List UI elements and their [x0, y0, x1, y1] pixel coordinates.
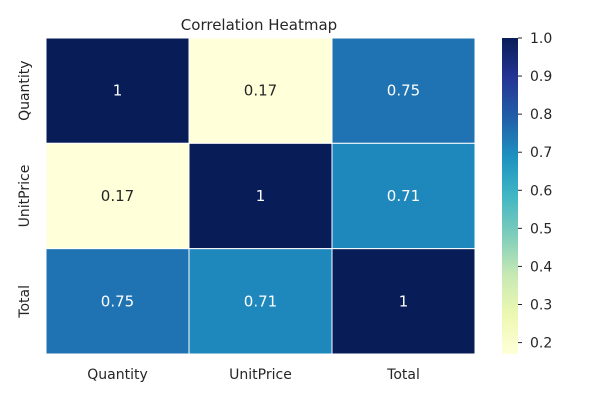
- y-axis-tick-labels: Quantity UnitPrice Total: [17, 60, 33, 318]
- colorbar: [502, 38, 518, 354]
- y-tick-label: Total: [17, 285, 33, 319]
- heatmap-cell-label-2-0: 0.75: [101, 292, 134, 310]
- heatmap-cell-1-0: [45, 142, 190, 250]
- heatmap-cell-label-2-1: 0.71: [244, 292, 277, 310]
- heatmap-cell-label-0-2: 0.75: [387, 82, 420, 100]
- colorbar-tick-label: 0.6: [530, 183, 552, 199]
- heatmap-cell-1-2: [331, 142, 476, 250]
- heatmap-cell-label-1-0: 0.17: [101, 187, 134, 205]
- y-tick-label: UnitPrice: [17, 165, 33, 228]
- heatmap-cell-0-0: [45, 37, 190, 144]
- heatmap-cells: [45, 37, 476, 355]
- heatmap-cell-label-0-0: 1: [113, 82, 123, 100]
- heatmap-cell-0-2: [331, 37, 476, 144]
- colorbar-tick-labels: 0.2 0.3 0.4 0.5 0.6 0.7 0.8 0.9 1.0: [518, 31, 552, 352]
- heatmap-cell-0-1: [188, 37, 333, 144]
- heatmap-cell-labels: 1 0.17 0.75 0.17 1 0.71 0.75 0.71 1: [101, 82, 420, 311]
- heatmap-cell-2-1: [188, 248, 333, 355]
- colorbar-tick-label: 0.5: [530, 221, 552, 237]
- colorbar-tick-label: 0.7: [530, 145, 552, 161]
- chart-title: Correlation Heatmap: [181, 16, 337, 34]
- colorbar-tick-label: 1.0: [530, 31, 552, 47]
- colorbar-tick-label: 0.9: [530, 69, 552, 85]
- colorbar-tick-label: 0.8: [530, 107, 552, 123]
- colorbar-tick-label: 0.3: [530, 298, 552, 314]
- colorbar-tick-label: 0.4: [530, 259, 552, 275]
- colorbar-tick-label: 0.2: [530, 336, 552, 352]
- x-tick-label: Quantity: [87, 367, 148, 383]
- x-tick-label: UnitPrice: [229, 367, 292, 383]
- x-axis-tick-labels: Quantity UnitPrice Total: [87, 367, 420, 383]
- heatmap-cell-label-0-1: 0.17: [244, 82, 277, 100]
- heatmap-cell-label-1-2: 0.71: [387, 187, 420, 205]
- x-tick-label: Total: [386, 367, 420, 383]
- heatmap-cell-2-2: [331, 248, 476, 355]
- heatmap-cell-2-0: [45, 248, 190, 355]
- heatmap-cell-label-2-2: 1: [399, 292, 409, 310]
- heatmap-cell-1-1: [188, 142, 333, 250]
- y-tick-label: Quantity: [17, 60, 33, 121]
- heatmap-cell-label-1-1: 1: [256, 187, 266, 205]
